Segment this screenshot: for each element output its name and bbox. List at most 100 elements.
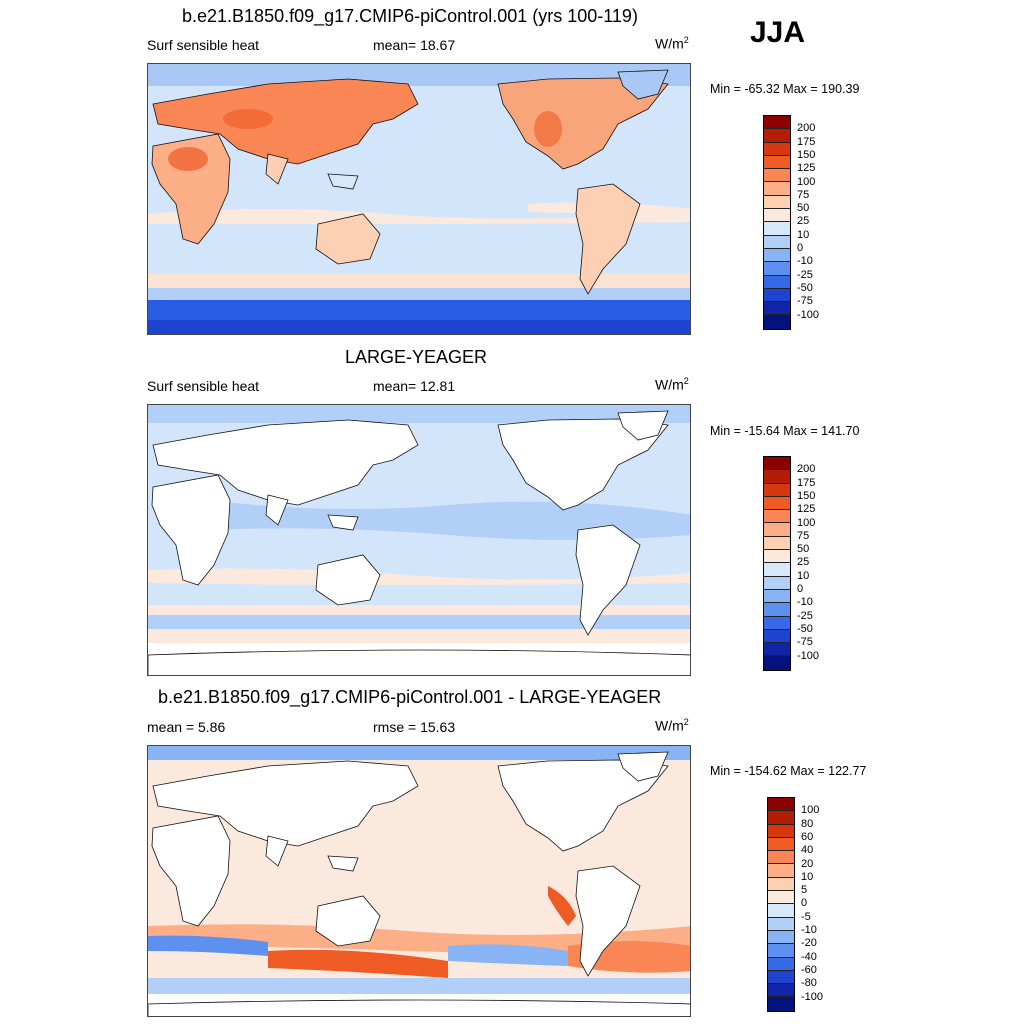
colorbar-swatch [768, 824, 794, 838]
colorbar-tick-label: -100 [801, 990, 824, 1003]
panel-2-map [147, 404, 691, 676]
colorbar-tick-label: 100 [801, 804, 820, 817]
colorbar-swatch [764, 195, 790, 210]
colorbar-swatch [764, 235, 790, 249]
colorbar-tick-label: 75 [797, 529, 810, 542]
colorbar-swatch [764, 222, 790, 236]
colorbar-tick-label: 125 [797, 162, 816, 175]
colorbar-tick-label: 150 [797, 148, 816, 161]
colorbar-swatch [764, 510, 790, 524]
colorbar-tick-label: 150 [797, 489, 816, 502]
panel-1-mean-label: mean= 18.67 [373, 37, 456, 53]
colorbar-tick-label: 0 [797, 583, 804, 595]
colorbar-tick-label: 0 [801, 897, 808, 910]
colorbar-swatch [768, 904, 794, 918]
colorbar-swatch [768, 957, 794, 971]
colorbar-tick-label: 60 [801, 830, 814, 843]
colorbar-swatch [768, 891, 794, 905]
colorbar-swatch [764, 643, 790, 657]
colorbar-swatch [764, 129, 790, 143]
colorbar-swatch [764, 603, 790, 617]
colorbar-swatch [764, 457, 790, 471]
colorbar-tick-label: -5 [801, 910, 811, 923]
panel-3-map-svg [148, 746, 690, 1016]
colorbar-tick-label: -10 [801, 924, 817, 936]
panel-2-units: W/m2 [655, 376, 689, 393]
panel-3-minmax: Min = -154.62 Max = 122.77 [710, 764, 867, 778]
colorbar-tick-label: 20 [801, 857, 814, 870]
colorbar-swatch [768, 811, 794, 825]
colorbar-tick-label: 125 [797, 503, 816, 516]
colorbar-tick-label: -40 [801, 950, 817, 963]
panel-1-minmax: Min = -65.32 Max = 190.39 [710, 82, 860, 96]
colorbar-swatch [764, 155, 790, 170]
colorbar-tick-label: -25 [797, 609, 813, 622]
colorbar-swatch [764, 209, 790, 223]
colorbar-tick-label: 25 [797, 556, 810, 569]
colorbar-tick-label: 75 [797, 188, 810, 201]
panel-2-title: LARGE-YEAGER [345, 347, 488, 367]
panel-3-title: b.e21.B1850.f09_g17.CMIP6-piControl.001 … [158, 687, 662, 707]
colorbar-swatch [764, 629, 790, 644]
colorbar-tick-label: 10 [797, 228, 810, 241]
colorbar-tick-label: -75 [797, 636, 813, 649]
colorbar-swatch [768, 877, 794, 892]
colorbar-swatch [768, 837, 794, 852]
colorbar-tick-label: -10 [797, 255, 813, 268]
panel-2-mean-label: mean= 12.81 [373, 378, 456, 394]
colorbar-swatch [764, 275, 790, 289]
colorbar-swatch [768, 917, 794, 931]
colorbar-tick-label: 10 [797, 569, 810, 582]
panel-1-units: W/m2 [655, 35, 689, 52]
colorbar-tick-label: -80 [801, 977, 817, 990]
colorbar-tick-label: 25 [797, 215, 810, 228]
colorbar-tick-label: -75 [797, 295, 813, 308]
panel-2-variable-label: Surf sensible heat [147, 378, 260, 394]
panel-1-map-svg [148, 64, 690, 334]
colorbar-swatch [768, 944, 794, 958]
panel-2-colorbar [763, 456, 791, 671]
colorbar-tick-label: 80 [801, 817, 814, 830]
colorbar-swatch [764, 523, 790, 537]
colorbar-tick-label: -10 [797, 596, 813, 609]
panel-3-units: W/m2 [655, 717, 689, 734]
colorbar-swatch [764, 656, 790, 670]
colorbar-swatch [764, 315, 790, 329]
colorbar-tick-label: -50 [797, 281, 813, 294]
colorbar-tick-label: -50 [797, 622, 813, 635]
colorbar-tick-label: 200 [797, 122, 816, 135]
colorbar-swatch [764, 470, 790, 484]
colorbar-tick-label: 175 [797, 135, 816, 148]
colorbar-tick-label: -60 [801, 963, 817, 976]
panel-3-mean-label: mean = 5.86 [147, 719, 226, 735]
colorbar-tick-label: 100 [797, 516, 816, 529]
colorbar-swatch [764, 142, 790, 156]
panel-3-map [147, 745, 691, 1017]
colorbar-tick-label: 50 [797, 202, 810, 215]
panel-1-map [147, 63, 691, 335]
colorbar-tick-label: 50 [797, 543, 810, 556]
colorbar-swatch [768, 997, 794, 1011]
colorbar-swatch [768, 864, 794, 878]
colorbar-tick-label: -100 [797, 308, 820, 321]
colorbar-tick-label: 5 [801, 884, 808, 897]
colorbar-swatch [764, 182, 790, 196]
colorbar-tick-label: 10 [801, 870, 814, 883]
colorbar-swatch [764, 248, 790, 263]
panel-3-rmse-label: rmse = 15.63 [373, 719, 456, 735]
panel-2-map-svg [148, 405, 690, 675]
colorbar-swatch [764, 302, 790, 316]
colorbar-swatch [768, 798, 794, 812]
colorbar-swatch [768, 930, 794, 945]
colorbar-swatch [768, 984, 794, 998]
colorbar-tick-label: -20 [801, 937, 817, 950]
season-label: JJA [750, 16, 806, 49]
panel-1-colorbar [763, 115, 791, 330]
colorbar-swatch [764, 288, 790, 303]
colorbar-swatch [764, 262, 790, 276]
colorbar-swatch [764, 496, 790, 511]
colorbar-tick-label: -25 [797, 268, 813, 281]
colorbar-tick-label: 0 [797, 242, 804, 254]
colorbar-swatch [764, 536, 790, 551]
colorbar-swatch [764, 483, 790, 497]
